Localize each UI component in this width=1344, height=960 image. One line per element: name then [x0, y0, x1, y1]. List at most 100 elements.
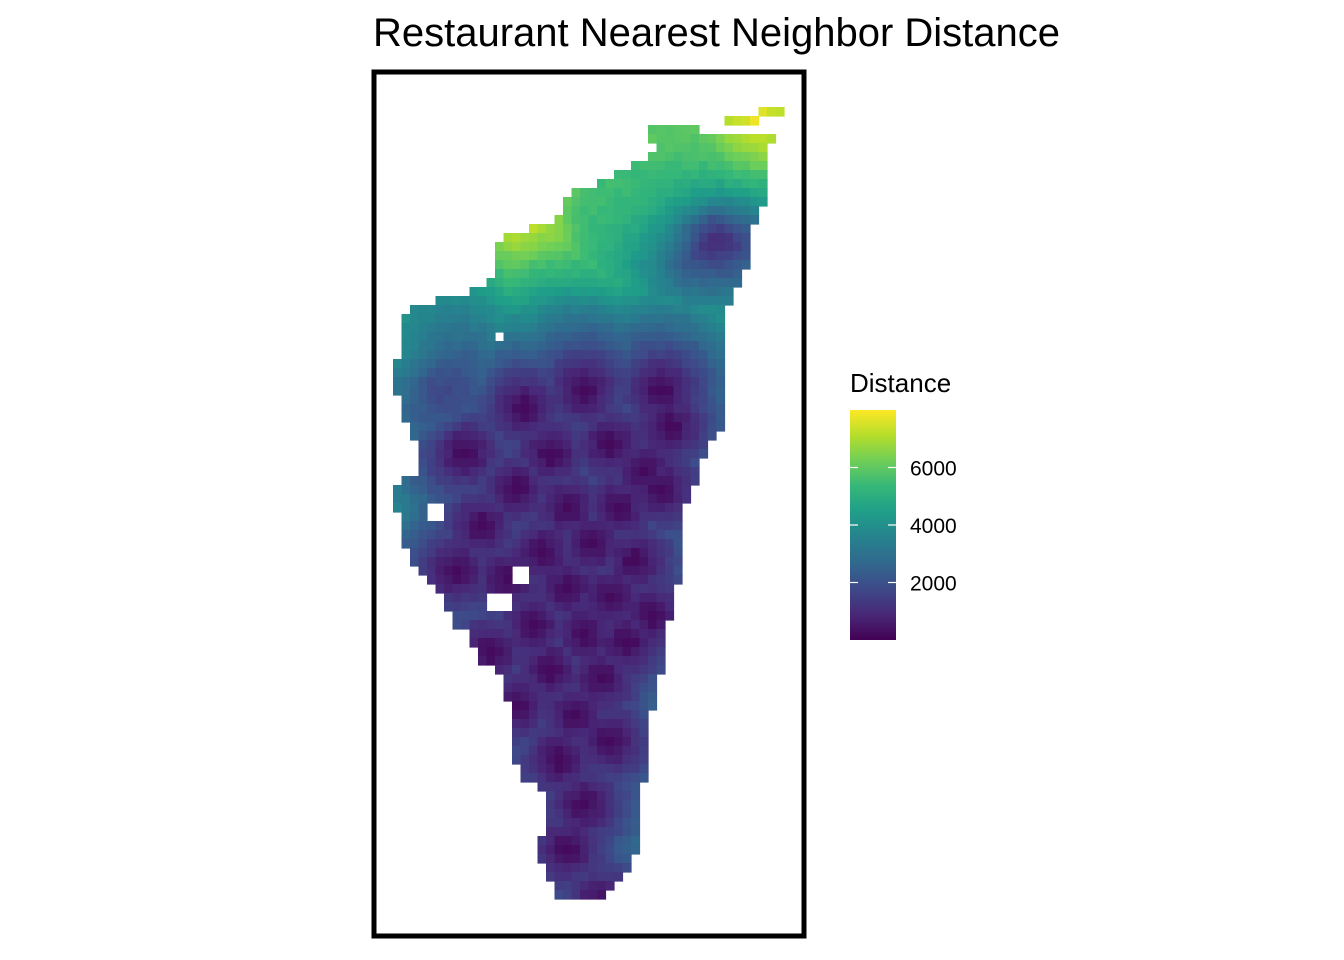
heat-cell: [435, 332, 445, 342]
heat-cell: [673, 368, 683, 378]
heat-cell: [563, 629, 573, 639]
heat-cell: [546, 611, 556, 621]
heat-cell: [656, 404, 666, 414]
heat-cell: [631, 494, 641, 504]
heat-cell: [520, 269, 530, 279]
heat-cell: [461, 476, 471, 486]
heat-cell: [469, 386, 479, 396]
heat-cell: [495, 404, 505, 414]
heat-cell: [529, 557, 539, 567]
heat-cell: [418, 314, 428, 324]
heat-cell: [648, 260, 658, 270]
heat-cell: [614, 215, 624, 225]
heat-cell: [529, 449, 539, 459]
heat-cell: [588, 188, 598, 198]
heat-cell: [614, 449, 624, 459]
heat-cell: [588, 206, 598, 216]
heat-cell: [588, 512, 598, 522]
heat-cell: [546, 332, 556, 342]
heat-cell: [478, 404, 488, 414]
heat-cell: [588, 251, 598, 261]
heat-cell: [716, 368, 726, 378]
heat-cell: [758, 161, 768, 171]
heat-cell: [597, 791, 607, 801]
heat-cell: [588, 584, 598, 594]
heat-cell: [597, 755, 607, 765]
heat-cell: [656, 440, 666, 450]
heat-cell: [444, 602, 454, 612]
heat-cell: [546, 242, 556, 252]
heat-cell: [546, 503, 556, 513]
heat-cell: [529, 305, 539, 315]
heat-cell: [520, 404, 530, 414]
heat-cell: [622, 413, 632, 423]
heat-cell: [503, 458, 513, 468]
heat-cell: [724, 233, 734, 243]
heat-cell: [656, 278, 666, 288]
heat-cell: [631, 845, 641, 855]
heat-cell: [648, 278, 658, 288]
heat-cell: [605, 539, 615, 549]
heat-cell: [427, 476, 437, 486]
heat-cell: [690, 152, 700, 162]
heat-cell: [546, 548, 556, 558]
heat-cell: [605, 656, 615, 666]
heat-cell: [605, 566, 615, 576]
heat-cell: [563, 881, 573, 891]
heat-cell: [418, 431, 428, 441]
heat-cell: [639, 233, 649, 243]
heat-cell: [614, 251, 624, 261]
heat-cell: [605, 737, 615, 747]
heat-cell: [733, 206, 743, 216]
heat-cell: [537, 224, 547, 234]
heat-cell: [478, 413, 488, 423]
heat-cell: [503, 665, 513, 675]
heat-cell: [682, 233, 692, 243]
heat-cell: [588, 314, 598, 324]
heat-cell: [639, 188, 649, 198]
heat-cell: [546, 602, 556, 612]
heat-cell: [563, 404, 573, 414]
heat-cell: [656, 224, 666, 234]
heat-cell: [648, 368, 658, 378]
heat-cell: [546, 413, 556, 423]
heat-cell: [520, 260, 530, 270]
heat-cell: [444, 485, 454, 495]
heat-cell: [571, 611, 581, 621]
heat-cell: [622, 620, 632, 630]
heat-cell: [537, 458, 547, 468]
heat-cell: [537, 305, 547, 315]
heat-cell: [665, 539, 675, 549]
heat-cell: [614, 476, 624, 486]
heat-cell: [597, 206, 607, 216]
heat-cell: [435, 314, 445, 324]
heat-cell: [656, 197, 666, 207]
heat-cell: [622, 395, 632, 405]
heat-cell: [529, 503, 539, 513]
heat-cell: [546, 377, 556, 387]
heat-cell: [580, 593, 590, 603]
heat-cell: [665, 296, 675, 306]
heat-cell: [461, 350, 471, 360]
heat-cell: [648, 611, 658, 621]
heat-cell: [631, 539, 641, 549]
heat-cell: [588, 368, 598, 378]
heat-cell: [580, 413, 590, 423]
heat-cell: [639, 314, 649, 324]
heat-cell: [588, 575, 598, 585]
heat-cell: [529, 350, 539, 360]
heat-cell: [707, 305, 717, 315]
heat-cell: [614, 710, 624, 720]
heat-cell: [639, 260, 649, 270]
heat-cell: [563, 458, 573, 468]
heat-cell: [690, 224, 700, 234]
legend-tick-label: 6000: [910, 458, 957, 481]
heat-cell: [614, 548, 624, 558]
heat-cell: [605, 233, 615, 243]
heat-cell: [605, 287, 615, 297]
heat-cell: [554, 386, 564, 396]
heat-cell: [665, 467, 675, 477]
heat-cell: [478, 368, 488, 378]
heat-cell: [529, 611, 539, 621]
heat-cell: [631, 755, 641, 765]
